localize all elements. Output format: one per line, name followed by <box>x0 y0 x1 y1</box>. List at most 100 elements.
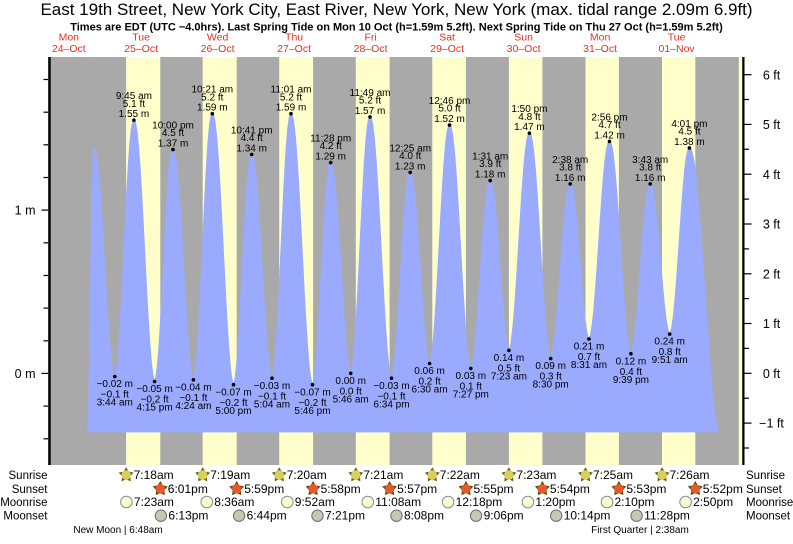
svg-text:0.0 ft: 0.0 ft <box>340 386 362 397</box>
svg-text:New Moon | 6:48am: New Moon | 6:48am <box>73 525 162 536</box>
svg-text:2:10pm: 2:10pm <box>615 495 655 509</box>
svg-text:1.55 m: 1.55 m <box>119 109 150 120</box>
svg-text:7:20am: 7:20am <box>287 468 327 482</box>
svg-text:8:08pm: 8:08pm <box>404 509 444 523</box>
svg-text:3:44 am: 3:44 am <box>97 398 133 409</box>
svg-text:7:26am: 7:26am <box>670 468 710 482</box>
svg-text:4:15 pm: 4:15 pm <box>137 403 173 414</box>
svg-text:Sunset: Sunset <box>12 484 49 496</box>
svg-text:10:14pm: 10:14pm <box>564 509 611 523</box>
svg-text:0.4 ft: 0.4 ft <box>620 367 642 378</box>
svg-text:11:28pm: 11:28pm <box>644 509 690 523</box>
svg-text:5.2 ft: 5.2 ft <box>201 92 223 103</box>
svg-text:8:31 am: 8:31 am <box>571 360 607 371</box>
svg-text:1.16 m: 1.16 m <box>555 173 586 184</box>
svg-text:1.18 m: 1.18 m <box>475 170 506 181</box>
svg-text:0 m: 0 m <box>15 367 36 381</box>
svg-text:10:00 pm: 10:00 pm <box>152 121 194 132</box>
svg-text:9:51 am: 9:51 am <box>652 355 688 366</box>
svg-text:Moonrise: Moonrise <box>0 497 47 509</box>
svg-text:6 ft: 6 ft <box>763 68 781 82</box>
svg-text:0.5 ft: 0.5 ft <box>498 364 520 375</box>
svg-text:7:21pm: 7:21pm <box>325 509 365 523</box>
svg-text:5:46 pm: 5:46 pm <box>294 406 330 417</box>
svg-text:−0.07 m: −0.07 m <box>215 387 251 398</box>
svg-text:31–Oct: 31–Oct <box>583 43 617 55</box>
svg-text:5:46 am: 5:46 am <box>333 394 369 405</box>
svg-text:1.59 m: 1.59 m <box>276 103 307 114</box>
svg-text:East 19th Street, New York Cit: East 19th Street, New York City, East Ri… <box>40 0 752 19</box>
svg-text:−0.2 ft: −0.2 ft <box>298 398 326 409</box>
svg-text:1.52 m: 1.52 m <box>434 114 465 125</box>
svg-text:6:34 pm: 6:34 pm <box>373 399 409 410</box>
svg-text:9:52am: 9:52am <box>295 495 335 509</box>
svg-text:3.8 ft: 3.8 ft <box>639 163 661 174</box>
svg-text:2:56 pm: 2:56 pm <box>591 112 627 123</box>
svg-text:0.24 m: 0.24 m <box>654 337 685 348</box>
svg-text:4 ft: 4 ft <box>763 168 781 182</box>
svg-text:Moonrise: Moonrise <box>746 497 793 509</box>
svg-text:4.5 ft: 4.5 ft <box>678 127 700 138</box>
svg-text:Moonset: Moonset <box>746 511 791 523</box>
svg-text:7:25am: 7:25am <box>593 468 633 482</box>
svg-text:Sun: Sun <box>514 32 533 44</box>
svg-text:4.4 ft: 4.4 ft <box>241 133 263 144</box>
svg-text:Wed: Wed <box>207 32 229 44</box>
svg-text:First Quarter | 2:38am: First Quarter | 2:38am <box>591 525 689 536</box>
svg-text:7:18am: 7:18am <box>134 468 174 482</box>
svg-text:−0.1 ft: −0.1 ft <box>258 391 286 402</box>
svg-text:Moonset: Moonset <box>3 511 48 523</box>
svg-text:12:18pm: 12:18pm <box>456 495 503 509</box>
svg-text:Mon: Mon <box>59 32 80 44</box>
svg-text:6:30 am: 6:30 am <box>412 385 448 396</box>
svg-text:01–Nov: 01–Nov <box>658 43 695 55</box>
svg-text:5:00 pm: 5:00 pm <box>215 406 251 417</box>
svg-text:−0.07 m: −0.07 m <box>294 387 330 398</box>
svg-text:11:01 am: 11:01 am <box>271 85 312 96</box>
svg-text:29–Oct: 29–Oct <box>430 43 464 55</box>
svg-text:Fri: Fri <box>364 32 376 44</box>
svg-text:12:25 am: 12:25 am <box>389 143 431 154</box>
svg-text:7:21am: 7:21am <box>363 468 403 482</box>
svg-text:Sunrise: Sunrise <box>9 470 48 482</box>
svg-text:5.1 ft: 5.1 ft <box>123 99 145 110</box>
svg-text:1 m: 1 m <box>15 204 36 218</box>
svg-text:12:46 pm: 12:46 pm <box>429 96 471 107</box>
svg-text:7:22am: 7:22am <box>440 468 480 482</box>
svg-text:7:23am: 7:23am <box>134 495 174 509</box>
svg-text:1.37 m: 1.37 m <box>158 139 189 150</box>
svg-text:4:24 am: 4:24 am <box>175 401 211 412</box>
svg-text:1:50 pm: 1:50 pm <box>511 104 547 115</box>
svg-text:0.12 m: 0.12 m <box>616 356 647 367</box>
svg-text:−0.03 m: −0.03 m <box>254 381 290 392</box>
svg-text:5 ft: 5 ft <box>763 118 781 132</box>
svg-text:0.09 m: 0.09 m <box>535 361 566 372</box>
svg-text:4:01 pm: 4:01 pm <box>671 119 707 130</box>
svg-text:30–Oct: 30–Oct <box>507 43 541 55</box>
svg-text:1.38 m: 1.38 m <box>674 137 705 148</box>
svg-text:8:30 pm: 8:30 pm <box>533 380 569 391</box>
svg-text:5:54pm: 5:54pm <box>550 482 590 496</box>
svg-text:1:20pm: 1:20pm <box>535 495 575 509</box>
svg-text:5:59pm: 5:59pm <box>244 482 284 496</box>
svg-text:2:50pm: 2:50pm <box>693 495 733 509</box>
svg-text:Sunrise: Sunrise <box>746 470 785 482</box>
svg-text:0.06 m: 0.06 m <box>414 366 445 377</box>
svg-text:6:44pm: 6:44pm <box>247 509 287 523</box>
svg-text:0.7 ft: 0.7 ft <box>578 352 600 363</box>
svg-text:1.23 m: 1.23 m <box>395 161 426 172</box>
svg-text:2:38 am: 2:38 am <box>552 155 588 166</box>
svg-text:Tue: Tue <box>668 32 686 44</box>
svg-text:5.2 ft: 5.2 ft <box>280 92 302 103</box>
svg-text:24–Oct: 24–Oct <box>52 43 86 55</box>
svg-text:Sat: Sat <box>439 32 455 44</box>
svg-text:4.0 ft: 4.0 ft <box>399 151 421 162</box>
svg-text:−0.1 ft: −0.1 ft <box>377 391 405 402</box>
svg-text:1.59 m: 1.59 m <box>197 103 228 114</box>
svg-text:Mon: Mon <box>590 32 611 44</box>
svg-text:9:39 pm: 9:39 pm <box>613 375 649 386</box>
svg-text:5.0 ft: 5.0 ft <box>438 104 460 115</box>
svg-text:5:53pm: 5:53pm <box>626 482 666 496</box>
svg-text:0.2 ft: 0.2 ft <box>418 377 440 388</box>
svg-text:0.00 m: 0.00 m <box>335 376 366 387</box>
